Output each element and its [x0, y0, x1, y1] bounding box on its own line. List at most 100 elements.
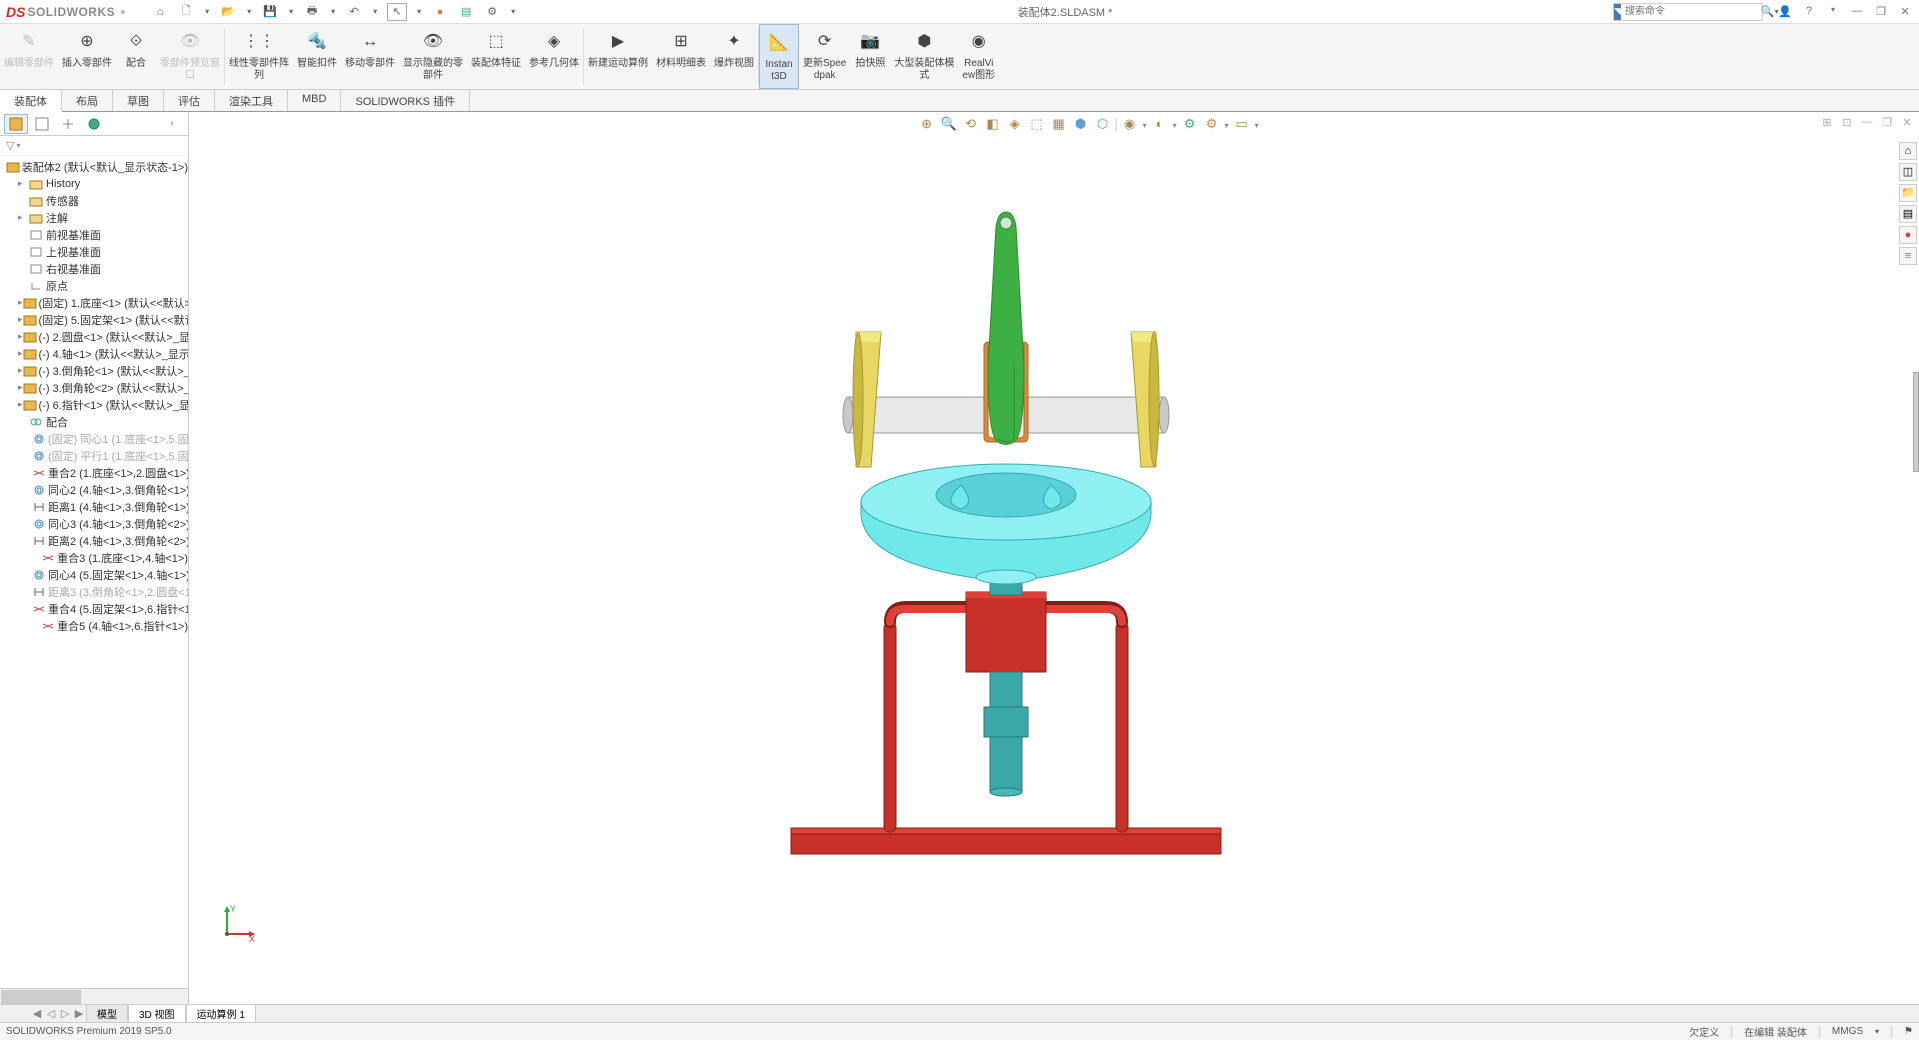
- tab-scroll-left-icon[interactable]: ◀: [30, 1007, 44, 1020]
- ribbon-button[interactable]: ⬢大型装配体模式: [890, 24, 958, 89]
- tree-item[interactable]: ▸(-) 3.倒角轮<2> (默认<<默认>_显: [0, 379, 188, 396]
- tree-item[interactable]: ▸(固定) 1.底座<1> (默认<<默认>_显: [0, 294, 188, 311]
- tree-scrollbar[interactable]: [0, 988, 188, 1004]
- qat-dropdown-icon[interactable]: ▾: [245, 3, 253, 21]
- tree-item[interactable]: 传感器: [0, 192, 188, 209]
- view-triad[interactable]: Y X: [217, 904, 257, 944]
- search-box[interactable]: ◥ 🔍 ▾: [1613, 3, 1763, 21]
- dynamic-annotation-icon[interactable]: ◈: [1006, 116, 1024, 134]
- status-flag-icon[interactable]: ⚑: [1904, 1026, 1913, 1037]
- ribbon-button[interactable]: ⊕插入零部件: [58, 24, 116, 89]
- tree-expand-icon[interactable]: ▸: [18, 212, 28, 223]
- tree-item[interactable]: 距离1 (4.轴<1>,3.倒角轮<1>): [0, 498, 188, 515]
- tree-item[interactable]: 前视基准面: [0, 226, 188, 243]
- tree-item[interactable]: 同心2 (4.轴<1>,3.倒角轮<1>): [0, 481, 188, 498]
- ribbon-button[interactable]: ⋮⋮线性零部件阵列: [225, 24, 293, 89]
- user-icon[interactable]: 👤: [1777, 5, 1793, 18]
- tree-item[interactable]: 上视基准面: [0, 243, 188, 260]
- zoom-area-icon[interactable]: 🔍: [940, 116, 958, 134]
- tree-item[interactable]: ▸(-) 2.圆盘<1> (默认<<默认>_显示: [0, 328, 188, 345]
- minimize-button[interactable]: —: [1849, 5, 1865, 18]
- tree-expand-icon[interactable]: ›: [160, 114, 184, 134]
- tree-item[interactable]: 同心4 (5.固定架<1>,4.轴<1>): [0, 566, 188, 583]
- ribbon-button[interactable]: 🔩智能扣件: [293, 24, 341, 89]
- property-manager-tab[interactable]: [30, 114, 54, 134]
- tree-item[interactable]: (固定) 同心1 (1.底座<1>,5.固定: [0, 430, 188, 447]
- home-task-icon[interactable]: ⌂: [1899, 142, 1917, 160]
- select-icon[interactable]: ↖: [387, 3, 407, 21]
- ribbon-button[interactable]: 👁显示隐藏的零部件: [399, 24, 467, 89]
- view-palette-icon[interactable]: ▤: [1899, 205, 1917, 223]
- section-view-icon[interactable]: ◧: [984, 116, 1002, 134]
- view-settings-icon[interactable]: ⚙: [1181, 116, 1199, 134]
- print-icon[interactable]: 🖶: [303, 3, 321, 21]
- hide-show-icon[interactable]: ⬡: [1094, 116, 1112, 134]
- tree-item[interactable]: ▸(-) 3.倒角轮<1> (默认<<默认>_显: [0, 362, 188, 379]
- tree-item[interactable]: 重合5 (4.轴<1>,6.指针<1>): [0, 617, 188, 634]
- tree-item[interactable]: 距离2 (4.轴<1>,3.倒角轮<2>): [0, 532, 188, 549]
- qat-dropdown-icon[interactable]: ▾: [203, 3, 211, 21]
- command-tab[interactable]: MBD: [288, 90, 341, 111]
- ribbon-button[interactable]: ⟐配合: [116, 24, 156, 89]
- ribbon-button[interactable]: ✦爆炸视图: [710, 24, 758, 89]
- ribbon-button[interactable]: 📐Instant3D: [759, 24, 799, 89]
- viewport-tile-icon[interactable]: ⊞: [1819, 116, 1835, 129]
- tree-item[interactable]: 重合4 (5.固定架<1>,6.指针<1>): [0, 600, 188, 617]
- command-tab[interactable]: SOLIDWORKS 插件: [341, 90, 470, 111]
- status-units-dropdown-icon[interactable]: ▾: [1875, 1027, 1879, 1036]
- ribbon-button[interactable]: ⊞材料明细表: [652, 24, 710, 89]
- search-input[interactable]: [1621, 4, 1761, 20]
- rebuild-icon[interactable]: ●: [431, 3, 449, 21]
- close-button[interactable]: ✕: [1897, 5, 1913, 18]
- command-tab[interactable]: 评估: [164, 90, 215, 111]
- command-tab[interactable]: 布局: [62, 90, 113, 111]
- qat-dropdown-icon[interactable]: ▾: [509, 3, 517, 21]
- ribbon-button[interactable]: ⟳更新Speedpak: [799, 24, 850, 89]
- open-icon[interactable]: 📂: [219, 3, 237, 21]
- tree-item[interactable]: ▸History: [0, 175, 188, 192]
- apply-scene-icon[interactable]: ◐: [1151, 116, 1169, 134]
- save-icon[interactable]: 💾: [261, 3, 279, 21]
- qat-dropdown-icon[interactable]: ▾: [371, 3, 379, 21]
- command-tab[interactable]: 渲染工具: [215, 90, 288, 111]
- graphics-viewport[interactable]: ⊕ 🔍 ⟲ ◧ ◈ ⬚ ▦ ⬢ ⬡ ◉ ▾ ◐ ▾ ⚙ ⚙ ▾ ▭ ▾ ⊞ ⊡ …: [189, 112, 1919, 1004]
- tree-item[interactable]: (固定) 平行1 (1.底座<1>,5.固定: [0, 447, 188, 464]
- tree-item[interactable]: 重合3 (1.底座<1>,4.轴<1>): [0, 549, 188, 566]
- ribbon-button[interactable]: ↔移动零部件: [341, 24, 399, 89]
- filter-dropdown-icon[interactable]: ▾: [16, 141, 20, 150]
- tree-item[interactable]: 原点: [0, 277, 188, 294]
- filter-icon[interactable]: ▽: [6, 139, 14, 152]
- command-tab[interactable]: 草图: [113, 90, 164, 111]
- appearances-icon[interactable]: ●: [1899, 226, 1917, 244]
- view-orientation-icon[interactable]: ⬚: [1028, 116, 1046, 134]
- tab-model[interactable]: 模型: [86, 1004, 128, 1023]
- qat-dropdown-icon[interactable]: ▾: [287, 3, 295, 21]
- file-explorer-icon[interactable]: 📁: [1899, 184, 1917, 202]
- task-pane-handle[interactable]: [1913, 372, 1919, 472]
- edit-appearance-icon[interactable]: ◉: [1121, 116, 1139, 134]
- viewport-close-icon[interactable]: ✕: [1899, 116, 1915, 129]
- hide-show-icon[interactable]: ⬢: [1072, 116, 1090, 134]
- ribbon-button[interactable]: ◈参考几何体: [525, 24, 583, 89]
- tab-motion-study[interactable]: 运动算例 1: [186, 1004, 256, 1023]
- undo-icon[interactable]: ↶: [345, 3, 363, 21]
- view-settings-icon[interactable]: ⚙: [1203, 116, 1221, 134]
- view-settings-icon[interactable]: ▭: [1233, 116, 1251, 134]
- tree-expand-icon[interactable]: ▸: [18, 178, 28, 189]
- ribbon-button[interactable]: ◉RealView图形: [958, 24, 999, 89]
- help-dropdown-icon[interactable]: ▾: [1825, 5, 1841, 18]
- maximize-button[interactable]: ❐: [1873, 5, 1889, 18]
- viewport-minimize-icon[interactable]: —: [1859, 116, 1875, 129]
- display-style-icon[interactable]: ▦: [1050, 116, 1068, 134]
- ribbon-button[interactable]: 📷拍快照: [850, 24, 890, 89]
- tree-item[interactable]: ▸(固定) 5.固定架<1> (默认<<默认>_: [0, 311, 188, 328]
- search-toggle-icon[interactable]: ◥: [1614, 4, 1621, 20]
- dimxpert-tab[interactable]: [82, 114, 106, 134]
- viewport-link-icon[interactable]: ⊡: [1839, 116, 1855, 129]
- tree-item[interactable]: ▸注解: [0, 209, 188, 226]
- tree-item[interactable]: 配合: [0, 413, 188, 430]
- help-icon[interactable]: ?: [1801, 5, 1817, 18]
- design-library-icon[interactable]: ◫: [1899, 163, 1917, 181]
- tree-item[interactable]: ▸(-) 4.轴<1> (默认<<默认>_显示状: [0, 345, 188, 362]
- ribbon-button[interactable]: ▶新建运动算例: [584, 24, 652, 89]
